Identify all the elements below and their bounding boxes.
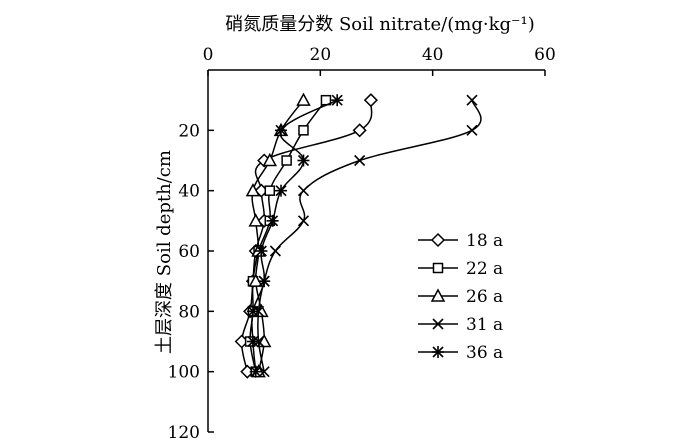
data-point-marker [258, 366, 270, 378]
data-point-marker [255, 245, 268, 257]
data-point-marker [281, 155, 292, 166]
y-tick-label: 40 [178, 182, 200, 202]
data-point-marker [246, 335, 259, 348]
data-point-marker [466, 124, 478, 136]
x-tick-label: 20 [310, 45, 332, 65]
data-point-marker [258, 275, 271, 288]
data-point-marker [246, 305, 259, 318]
y-tick-label: 60 [178, 242, 200, 262]
data-point-marker [331, 94, 344, 107]
data-point-marker [275, 124, 288, 137]
data-point-marker [266, 214, 279, 227]
axes: 0 20 40 60 20 40 60 80 100 120 [168, 45, 556, 443]
data-point-marker [430, 232, 446, 248]
data-point-marker [269, 245, 281, 257]
y-tick-label: 80 [178, 302, 200, 322]
legend-label: 18 a [466, 231, 503, 251]
data-point-marker [432, 262, 444, 274]
legend-label: 22 a [466, 259, 503, 279]
data-point-marker [296, 92, 311, 106]
x-tick-label: 0 [203, 45, 214, 65]
x-tick-label: 40 [422, 45, 444, 65]
data-point-marker [297, 215, 310, 227]
x-tick-label: 60 [534, 45, 556, 65]
data-point-marker [297, 185, 310, 197]
data-point-marker [432, 318, 444, 330]
data-point-marker [430, 288, 446, 302]
legend-item: 31 a [418, 315, 503, 335]
y-axis-title: 土层深度 Soil depth/cm [154, 150, 175, 354]
series-line [251, 99, 305, 372]
series-36-a [246, 94, 344, 378]
data-point-marker [245, 183, 261, 197]
legend-item: 22 a [418, 259, 503, 279]
data-point-marker [354, 154, 366, 167]
legend-item: 36 a [418, 343, 503, 363]
series-line [257, 99, 482, 372]
legend-item: 26 a [418, 287, 503, 307]
data-point-marker [264, 185, 276, 196]
legend: 18 a 22 a 26 a 31 a 36 a [418, 231, 503, 363]
series-line [251, 99, 338, 372]
legend-label: 26 a [466, 287, 503, 307]
data-point-marker [275, 184, 288, 197]
data-point-marker [249, 365, 262, 378]
series-31-a [252, 94, 482, 378]
data-point-marker [363, 93, 378, 108]
legend-label: 36 a [466, 343, 503, 363]
data-point-marker [248, 213, 264, 227]
legend-item: 18 a [418, 231, 503, 251]
y-tick-label: 120 [168, 423, 200, 443]
data-point-marker [352, 123, 367, 138]
series-line [240, 99, 373, 372]
x-axis-title: 硝氮质量分数 Soil nitrate/(mg·kg⁻¹) [225, 14, 535, 35]
legend-label: 31 a [466, 315, 503, 335]
y-ticks: 20 40 60 80 100 120 [168, 121, 214, 443]
data-point-marker [297, 154, 310, 167]
y-tick-label: 100 [168, 363, 200, 383]
data-point-marker [262, 152, 278, 167]
x-ticks: 0 20 40 60 [203, 45, 556, 76]
data-point-marker [298, 125, 309, 136]
series-line [249, 99, 327, 372]
series-group [234, 92, 482, 379]
data-point-marker [432, 346, 444, 358]
data-point-marker [466, 94, 478, 106]
y-tick-label: 20 [178, 121, 200, 141]
